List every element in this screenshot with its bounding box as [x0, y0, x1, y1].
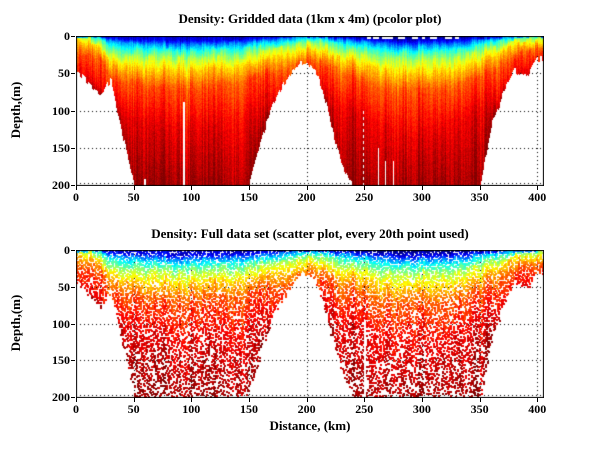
pcolor-plot-title: Density: Gridded data (1km x 4m) (pcolor…	[178, 11, 442, 26]
x-tick-label-top-250: 250	[355, 190, 374, 204]
y-tick-top-50	[71, 73, 75, 75]
x-tick-bottom-400	[537, 398, 539, 402]
x-tick-bottom-300	[421, 398, 423, 402]
x-tick-bottom-200	[306, 398, 308, 402]
y-tick-label-bottom-0: 0	[64, 243, 70, 257]
y-tick-top-200	[71, 185, 75, 186]
y-tick-label-top-200: 200	[52, 178, 70, 192]
x-tick-bottom-250	[364, 398, 366, 402]
y-tick-bottom-0	[71, 250, 75, 251]
y-tick-label-bottom-200: 200	[52, 390, 70, 404]
y-axis-label-bottom: Depth,(m)	[8, 294, 23, 352]
x-tick-bottom-150	[248, 398, 250, 402]
x-tick-label-bottom-100: 100	[182, 402, 201, 416]
x-tick-bottom-350	[479, 398, 481, 402]
x-tick-label-top-50: 50	[127, 190, 140, 204]
x-tick-label-bottom-250: 250	[355, 402, 374, 416]
x-tick-label-top-150: 150	[239, 190, 258, 204]
x-tick-top-50	[133, 186, 135, 190]
y-tick-label-top-0: 0	[64, 29, 70, 43]
x-tick-label-bottom-50: 50	[127, 402, 140, 416]
x-tick-label-top-400: 400	[528, 190, 547, 204]
x-tick-top-350	[479, 186, 481, 190]
y-axis-label-top: Depth,(m)	[8, 81, 23, 139]
y-tick-label-bottom-50: 50	[58, 279, 70, 294]
x-tick-bottom-100	[191, 398, 193, 402]
x-tick-top-200	[306, 186, 308, 190]
x-tick-label-bottom-0: 0	[73, 402, 79, 416]
y-tick-top-100	[71, 110, 75, 112]
x-tick-label-top-300: 300	[412, 190, 431, 204]
x-tick-label-top-100: 100	[182, 190, 201, 204]
x-tick-label-bottom-350: 350	[470, 402, 489, 416]
x-tick-bottom-50	[133, 398, 135, 402]
y-tick-top-150	[71, 147, 75, 149]
x-tick-label-bottom-400: 400	[528, 402, 547, 416]
y-tick-label-top-50: 50	[58, 66, 70, 81]
y-tick-label-top-150: 150	[52, 140, 70, 155]
y-tick-bottom-150	[71, 360, 75, 362]
x-tick-bottom-0	[76, 398, 77, 402]
x-tick-top-250	[364, 186, 366, 190]
y-tick-bottom-200	[71, 397, 75, 398]
x-tick-top-100	[191, 186, 193, 190]
y-tick-top-0	[71, 36, 75, 37]
scatter-plot-title: Density: Full data set (scatter plot, ev…	[151, 226, 469, 241]
pcolor-plot-canvas	[76, 36, 544, 186]
x-tick-label-top-350: 350	[470, 190, 489, 204]
x-tick-label-top-200: 200	[297, 190, 316, 204]
scatter-plot-canvas	[76, 250, 544, 398]
x-tick-top-0	[76, 186, 77, 190]
x-tick-top-300	[421, 186, 423, 190]
y-tick-bottom-100	[71, 323, 75, 325]
y-tick-label-top-100: 100	[52, 103, 70, 118]
y-tick-bottom-50	[71, 286, 75, 288]
x-tick-top-150	[248, 186, 250, 190]
x-tick-label-bottom-200: 200	[297, 402, 316, 416]
y-tick-label-bottom-150: 150	[52, 353, 70, 368]
x-tick-label-bottom-300: 300	[412, 402, 431, 416]
x-axis-label: Distance, (km)	[269, 418, 351, 433]
x-tick-top-400	[537, 186, 539, 190]
x-tick-label-bottom-150: 150	[239, 402, 258, 416]
y-tick-label-bottom-100: 100	[52, 316, 70, 331]
x-tick-label-top-0: 0	[73, 190, 79, 204]
